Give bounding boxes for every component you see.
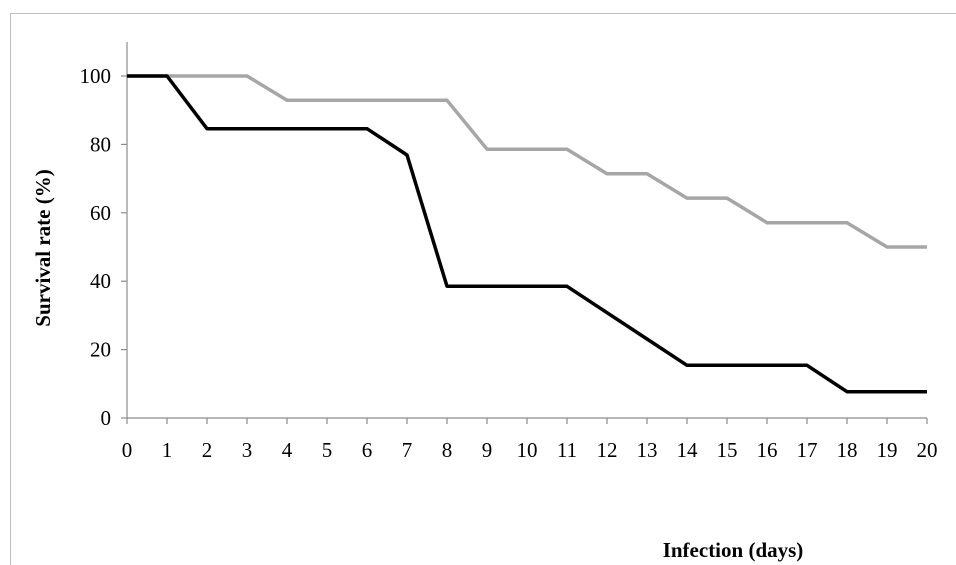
- y-tick-label: 60: [90, 201, 111, 225]
- x-tick-label: 6: [362, 438, 373, 462]
- x-tick-label: 19: [877, 438, 898, 462]
- x-tick-label: 17: [797, 438, 818, 462]
- x-tick-label: 4: [282, 438, 293, 462]
- x-tick-label: 1: [162, 438, 173, 462]
- x-tick-label: 16: [757, 438, 778, 462]
- y-tick-label: 40: [90, 269, 111, 293]
- x-tick-label: 14: [677, 438, 699, 462]
- axes: [121, 42, 928, 424]
- x-tick-label: 7: [402, 438, 413, 462]
- series-line-2: [127, 74, 927, 394]
- y-axis-title: Survival rate (%): [31, 169, 55, 326]
- chart-frame: [10, 13, 956, 565]
- x-tick-label: 12: [597, 438, 618, 462]
- series-layer: [127, 74, 927, 394]
- x-tick-label: 10: [517, 438, 538, 462]
- x-axis-title: Infection (days): [663, 538, 804, 562]
- x-tick-label: 9: [482, 438, 493, 462]
- y-tick-label: 80: [90, 132, 111, 156]
- x-tick-label: 0: [122, 438, 133, 462]
- x-tick-label: 8: [442, 438, 453, 462]
- x-tick-label: 5: [322, 438, 333, 462]
- x-tick-label: 20: [917, 438, 938, 462]
- x-tick-label: 13: [637, 438, 658, 462]
- x-tick-label: 18: [837, 438, 858, 462]
- x-tick-label: 3: [242, 438, 253, 462]
- y-tick-label: 100: [80, 64, 112, 88]
- y-tick-label: 20: [90, 338, 111, 362]
- x-tick-label: 2: [202, 438, 213, 462]
- x-tick-label: 15: [717, 438, 738, 462]
- series-line-1: [127, 74, 927, 249]
- x-tick-label: 11: [557, 438, 577, 462]
- y-tick-label: 0: [101, 406, 112, 430]
